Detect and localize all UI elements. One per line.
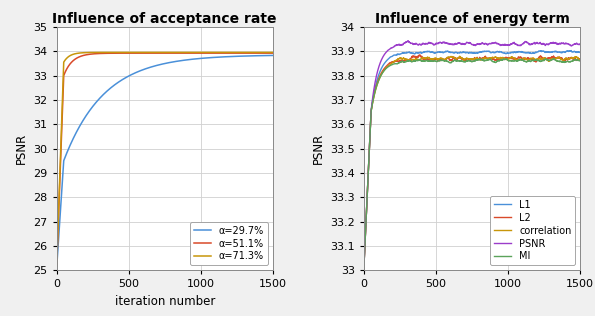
Title: Influence of energy term: Influence of energy term [374, 12, 569, 26]
PSNR [577, 42, 584, 46]
α=51.1% [79, 54, 86, 58]
correlation [361, 268, 368, 272]
α=71.3% [176, 51, 183, 54]
L2 [484, 57, 491, 60]
α=29.7% [149, 64, 156, 68]
MI [461, 60, 468, 64]
correlation [452, 57, 459, 61]
L1 [577, 51, 584, 54]
Legend: α=29.7%, α=51.1%, α=71.3%: α=29.7%, α=51.1%, α=71.3% [190, 222, 268, 265]
MI [500, 57, 507, 61]
α=71.3% [53, 264, 60, 268]
α=29.7% [153, 64, 160, 67]
PSNR [461, 42, 468, 46]
Line: L2: L2 [364, 55, 580, 270]
correlation [461, 58, 468, 62]
L1 [461, 51, 468, 54]
α=71.3% [270, 51, 277, 54]
L2 [461, 58, 468, 61]
Line: α=71.3%: α=71.3% [57, 52, 273, 266]
PSNR [386, 47, 393, 51]
L2 [452, 57, 459, 60]
α=29.7% [53, 266, 60, 270]
PSNR [484, 42, 491, 46]
L1 [386, 56, 393, 60]
correlation [457, 55, 464, 59]
Line: α=51.1%: α=51.1% [57, 53, 273, 266]
Line: correlation: correlation [364, 56, 580, 270]
α=29.7% [176, 59, 183, 63]
α=71.3% [149, 51, 156, 54]
MI [361, 268, 368, 272]
PSNR [405, 39, 412, 43]
MI [452, 59, 459, 63]
PSNR [377, 60, 384, 64]
MI [456, 59, 464, 63]
L2 [386, 61, 393, 65]
L1 [456, 51, 464, 54]
α=29.7% [145, 66, 152, 70]
L1 [452, 50, 459, 54]
PSNR [457, 42, 464, 46]
Legend: L1, L2, correlation, PSNR, MI: L1, L2, correlation, PSNR, MI [490, 196, 575, 265]
L1 [483, 50, 490, 53]
α=51.1% [70, 58, 77, 62]
correlation [456, 54, 464, 58]
X-axis label: iteration number: iteration number [114, 295, 215, 308]
L2 [416, 53, 424, 57]
Line: PSNR: PSNR [364, 41, 580, 270]
MI [377, 74, 384, 78]
α=51.1% [53, 264, 60, 268]
L1 [377, 68, 384, 72]
MI [483, 58, 490, 62]
α=29.7% [79, 120, 86, 124]
correlation [377, 74, 384, 78]
L2 [361, 268, 368, 272]
correlation [577, 58, 584, 61]
L2 [457, 56, 464, 60]
MI [386, 64, 393, 68]
PSNR [361, 268, 368, 272]
α=71.3% [70, 52, 77, 56]
α=51.1% [145, 51, 152, 55]
Line: L1: L1 [364, 51, 580, 270]
α=51.1% [153, 51, 160, 55]
L2 [377, 72, 384, 76]
α=71.3% [247, 51, 254, 54]
correlation [386, 63, 393, 67]
α=51.1% [270, 51, 277, 55]
L1 [361, 268, 368, 272]
α=29.7% [70, 136, 77, 140]
MI [577, 58, 584, 62]
Line: MI: MI [364, 59, 580, 270]
L2 [577, 57, 584, 61]
α=29.7% [270, 53, 277, 57]
Y-axis label: PSNR: PSNR [311, 133, 324, 164]
α=51.1% [149, 51, 156, 55]
α=71.3% [145, 51, 152, 54]
Y-axis label: PSNR: PSNR [15, 133, 28, 164]
Title: Influence of acceptance rate: Influence of acceptance rate [52, 12, 277, 26]
α=71.3% [153, 51, 160, 54]
correlation [484, 57, 491, 60]
α=51.1% [176, 51, 183, 55]
PSNR [452, 42, 459, 46]
L1 [568, 49, 575, 52]
α=71.3% [79, 51, 86, 55]
Line: α=29.7%: α=29.7% [57, 55, 273, 268]
